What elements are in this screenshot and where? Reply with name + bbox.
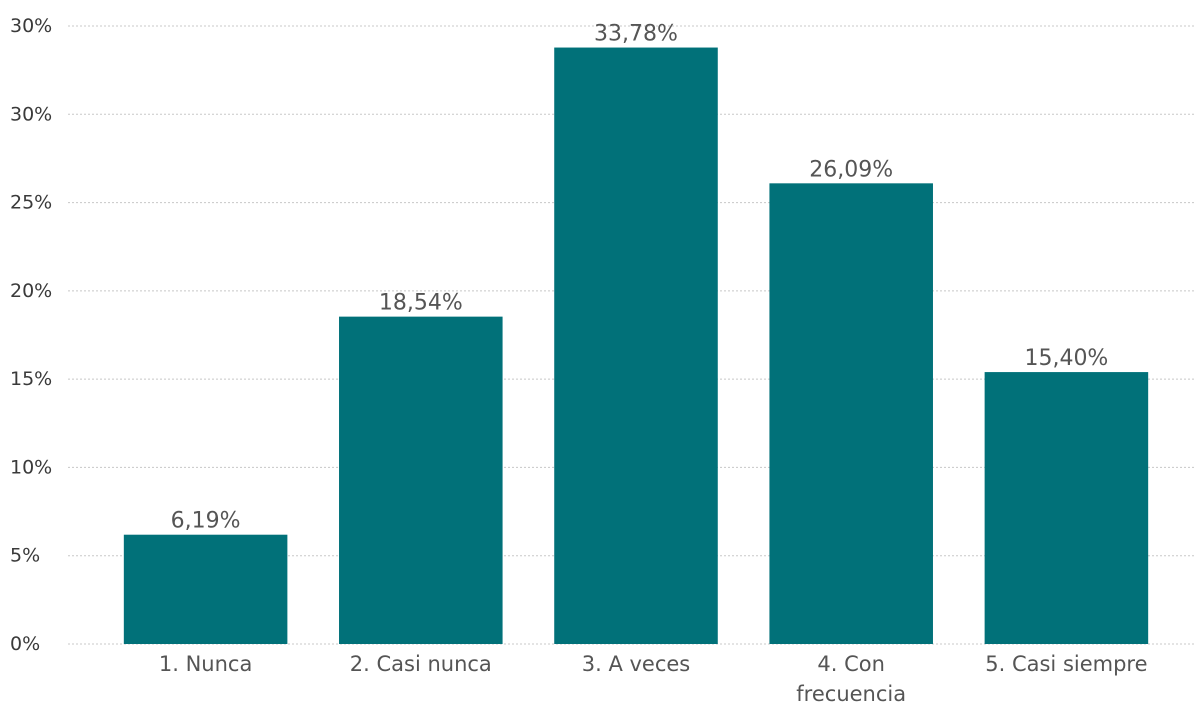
y-tick-label: 30%: [10, 103, 52, 125]
y-tick-label: 15%: [10, 368, 52, 390]
data-labels: 6,19% 18,54% 33,78% 26,09% 15,40%: [171, 22, 1109, 534]
y-axis: 0% 5% 10% 15% 20% 25% 30% 30%: [10, 15, 52, 655]
data-label: 15,40%: [1024, 346, 1108, 371]
bar: [554, 47, 718, 645]
data-label: 26,09%: [809, 157, 893, 182]
bars: [123, 47, 1149, 645]
x-axis: 1. Nunca 2. Casi nunca 3. A veces 4. Con fre…: [159, 652, 1148, 702]
x-tick-label: 4. Con frecuencia: [796, 652, 906, 702]
bar: [984, 372, 1149, 644]
x-tick-label: 2. Casi nunca: [350, 652, 492, 676]
bar: [123, 534, 288, 644]
y-tick-label: 30%: [10, 15, 52, 37]
y-tick-label: 0%: [10, 633, 40, 655]
y-tick-label: 5%: [10, 545, 40, 567]
x-tick-label: 3. A veces: [582, 652, 691, 676]
data-label: 18,54%: [379, 291, 463, 316]
data-label: 33,78%: [594, 22, 678, 47]
x-tick-label: 1. Nunca: [159, 652, 252, 676]
y-tick-label: 20%: [10, 280, 52, 302]
bar: [339, 316, 503, 644]
bar: [769, 183, 933, 645]
y-tick-label: 10%: [10, 456, 52, 478]
x-tick-label: 5. Casi siempre: [985, 652, 1147, 676]
y-tick-label: 25%: [10, 192, 52, 214]
data-label: 6,19%: [171, 509, 241, 534]
